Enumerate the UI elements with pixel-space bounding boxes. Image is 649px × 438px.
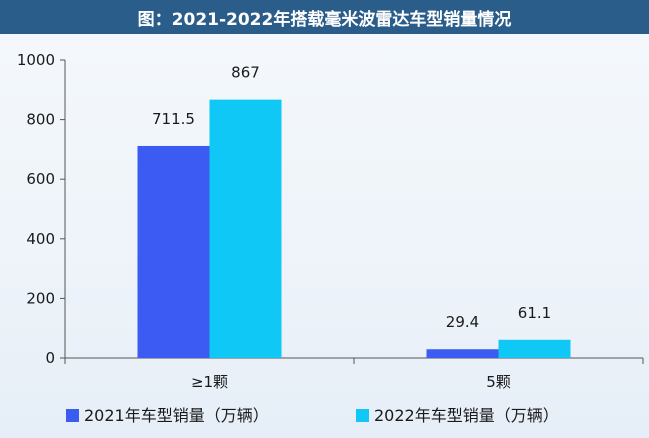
x-tick-label: 5颗 [486, 373, 511, 391]
y-tick-label: 200 [26, 289, 55, 307]
y-tick-label: 800 [26, 111, 55, 129]
y-tick-label: 0 [45, 349, 55, 367]
chart-background [0, 34, 649, 438]
legend-swatch [356, 409, 369, 422]
x-tick-label: ≥1颗 [191, 373, 228, 391]
legend-label: 2022年车型销量（万辆） [374, 406, 559, 425]
bar [209, 99, 282, 358]
data-label: 61.1 [518, 304, 551, 322]
bar [137, 145, 210, 358]
data-label: 29.4 [446, 313, 479, 331]
bar [426, 349, 499, 358]
legend-label: 2021年车型销量（万辆） [84, 406, 269, 425]
y-tick-label: 400 [26, 230, 55, 248]
bar [498, 339, 571, 358]
y-tick-label: 600 [26, 170, 55, 188]
y-tick-label: 1000 [17, 51, 55, 69]
legend-swatch [66, 409, 79, 422]
chart-title: 图：2021-2022年搭载毫米波雷达车型销量情况 [0, 0, 649, 34]
data-label: 711.5 [152, 110, 195, 128]
data-label: 867 [231, 64, 260, 82]
